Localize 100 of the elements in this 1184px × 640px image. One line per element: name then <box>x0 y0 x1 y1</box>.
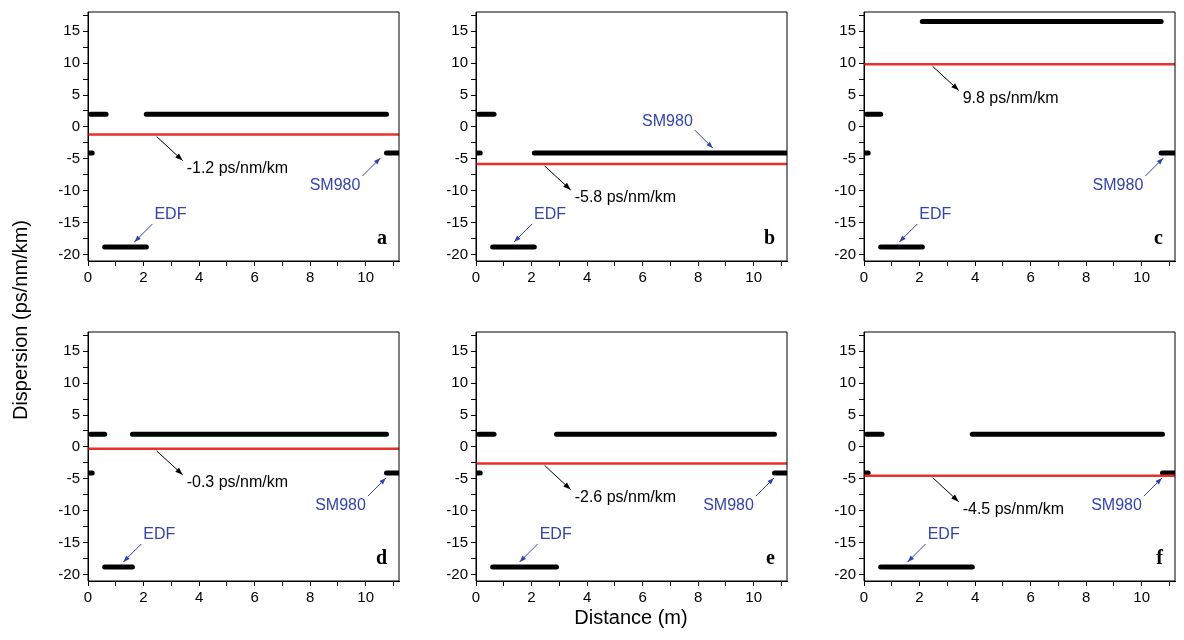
x-tick-label: 4 <box>582 588 592 606</box>
x-tick-label: 6 <box>1026 588 1035 606</box>
ref-line-label: -5.8 ps/nm/km <box>574 188 677 206</box>
y-tick-label: -20 <box>446 244 468 262</box>
y-tick-label: -20 <box>834 564 856 582</box>
y-axis-title: Dispersion (ps/nm/km) <box>8 219 32 421</box>
x-tick-label: 10 <box>745 588 763 606</box>
y-tick-label: 15 <box>839 341 856 359</box>
x-tick-label: 4 <box>970 588 980 606</box>
x-tick-label: 0 <box>83 268 93 286</box>
x-tick-label: 6 <box>1026 268 1035 286</box>
annotation: EDF <box>143 525 176 543</box>
annotation: EDF <box>927 525 960 543</box>
text: b <box>763 226 775 249</box>
y-tick-label: 0 <box>459 437 468 455</box>
y-tick-label: 0 <box>71 437 80 455</box>
x-tick-label: 8 <box>1081 588 1091 606</box>
y-tick-label: -15 <box>834 212 856 230</box>
y-tick-label: 10 <box>839 373 856 391</box>
x-tick-label: 8 <box>693 268 703 286</box>
y-tick-label: -10 <box>446 180 468 198</box>
annotation: EDF <box>919 205 952 223</box>
x-tick-label: 10 <box>357 588 375 606</box>
y-tick-label: 0 <box>459 117 468 135</box>
annotation: EDF <box>539 525 572 543</box>
y-tick-label: -15 <box>446 532 468 550</box>
y-tick-label: -20 <box>58 564 80 582</box>
y-tick-label: -5 <box>66 468 80 486</box>
text: d <box>375 546 387 569</box>
x-tick-label: 10 <box>1133 268 1151 286</box>
x-tick-label: 4 <box>582 268 592 286</box>
x-tick-label: 0 <box>859 588 869 606</box>
x-tick-label: 6 <box>638 268 647 286</box>
x-tick-label: 10 <box>745 268 763 286</box>
y-tick-label: 5 <box>459 405 468 423</box>
annotation: EDF <box>154 205 187 223</box>
x-tick-label: 4 <box>970 268 980 286</box>
x-tick-label: 2 <box>527 268 536 286</box>
y-tick-label: 0 <box>71 117 80 135</box>
y-tick-label: 15 <box>63 341 80 359</box>
y-tick-label: -20 <box>834 244 856 262</box>
y-tick-label: -15 <box>446 212 468 230</box>
text: f <box>1156 546 1164 569</box>
y-tick-label: 5 <box>847 85 856 103</box>
y-tick-label: -10 <box>834 500 856 518</box>
x-tick-label: 4 <box>194 268 204 286</box>
y-tick-label: -5 <box>454 148 468 166</box>
x-tick-label: 8 <box>305 588 315 606</box>
y-tick-label: 15 <box>63 21 80 39</box>
x-tick-label: 6 <box>638 588 647 606</box>
x-tick-label: 10 <box>1133 588 1151 606</box>
x-tick-label: 2 <box>915 268 924 286</box>
y-tick-label: -20 <box>58 244 80 262</box>
y-tick-label: 15 <box>451 21 468 39</box>
x-axis-title: Distance (m) <box>574 606 688 629</box>
annotation: SM980 <box>1091 495 1142 513</box>
y-tick-label: 10 <box>451 373 468 391</box>
x-tick-label: 0 <box>471 268 481 286</box>
text: a <box>377 226 387 249</box>
y-tick-label: -5 <box>842 148 856 166</box>
y-tick-label: 10 <box>451 53 468 71</box>
y-tick-label: -5 <box>66 148 80 166</box>
y-tick-label: 0 <box>847 437 856 455</box>
x-tick-label: 0 <box>83 588 93 606</box>
y-tick-label: -20 <box>446 564 468 582</box>
annotation: SM980 <box>315 495 366 513</box>
y-tick-label: 10 <box>63 373 80 391</box>
x-tick-label: 2 <box>139 588 148 606</box>
annotation: SM980 <box>703 495 754 513</box>
annotation: SM980 <box>309 175 361 193</box>
x-tick-label: 8 <box>693 588 703 606</box>
y-tick-label: 5 <box>459 85 468 103</box>
x-tick-label: 0 <box>859 268 869 286</box>
annotation: EDF <box>534 205 567 223</box>
y-tick-label: -15 <box>58 532 80 550</box>
x-tick-label: 10 <box>357 268 375 286</box>
y-tick-label: 15 <box>451 341 468 359</box>
y-tick-label: 15 <box>839 21 856 39</box>
y-tick-label: -15 <box>834 532 856 550</box>
x-tick-label: 8 <box>305 268 315 286</box>
x-tick-label: 6 <box>250 268 259 286</box>
ref-line-label: -4.5 ps/nm/km <box>962 500 1065 518</box>
y-tick-label: 10 <box>63 53 80 71</box>
ref-line-label: -0.3 ps/nm/km <box>186 473 289 491</box>
y-tick-label: -15 <box>58 212 80 230</box>
ref-line-label: -1.2 ps/nm/km <box>186 158 289 176</box>
y-tick-label: -10 <box>58 180 80 198</box>
y-tick-label: -10 <box>446 500 468 518</box>
x-tick-label: 6 <box>250 588 259 606</box>
annotation: SM980 <box>642 111 693 129</box>
x-tick-label: 8 <box>1081 268 1091 286</box>
y-tick-label: 0 <box>847 117 856 135</box>
y-tick-label: -10 <box>58 500 80 518</box>
y-tick-label: -10 <box>834 180 856 198</box>
text: c <box>1154 226 1164 249</box>
x-tick-label: 4 <box>194 588 204 606</box>
y-tick-label: -5 <box>842 468 856 486</box>
ref-line-label: 9.8 ps/nm/km <box>962 88 1059 106</box>
ref-line-label: -2.6 ps/nm/km <box>574 487 677 505</box>
y-tick-label: -5 <box>454 468 468 486</box>
